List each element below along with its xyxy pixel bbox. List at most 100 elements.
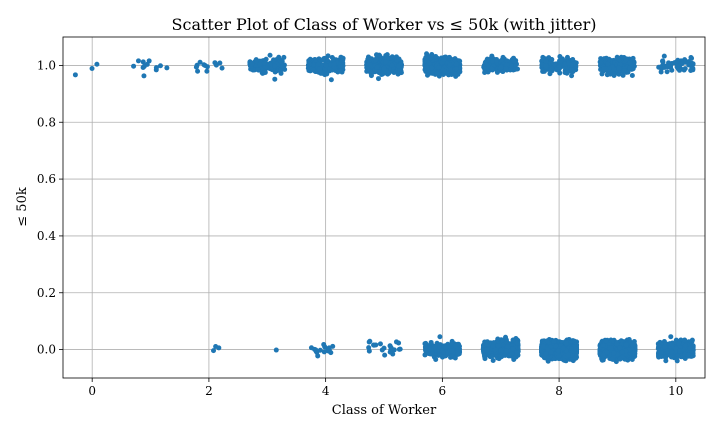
data-point bbox=[433, 356, 439, 362]
data-point bbox=[368, 73, 374, 79]
data-point bbox=[157, 63, 163, 69]
data-point bbox=[323, 63, 329, 69]
data-point bbox=[276, 54, 282, 60]
data-point bbox=[432, 344, 438, 350]
data-point bbox=[279, 64, 285, 70]
data-point bbox=[433, 53, 439, 59]
data-point bbox=[434, 71, 440, 77]
data-point bbox=[94, 61, 100, 67]
data-point bbox=[366, 348, 372, 354]
data-point bbox=[272, 63, 278, 69]
data-point bbox=[255, 67, 261, 73]
data-point bbox=[338, 64, 344, 70]
data-point bbox=[498, 348, 504, 354]
data-point bbox=[201, 62, 207, 68]
data-point bbox=[508, 63, 514, 69]
data-point bbox=[140, 59, 146, 65]
data-point bbox=[281, 54, 287, 60]
data-point bbox=[483, 341, 489, 347]
data-point bbox=[307, 61, 313, 67]
data-point bbox=[204, 68, 210, 74]
data-point bbox=[453, 61, 459, 67]
data-point bbox=[317, 66, 323, 72]
data-point bbox=[515, 66, 521, 72]
data-point bbox=[396, 56, 402, 62]
data-point bbox=[216, 345, 222, 351]
data-point bbox=[504, 348, 510, 354]
data-point bbox=[272, 76, 278, 82]
data-point bbox=[495, 343, 501, 349]
data-point bbox=[453, 343, 458, 349]
data-point bbox=[396, 340, 402, 346]
data-point bbox=[490, 358, 496, 364]
data-point bbox=[330, 56, 336, 62]
data-point bbox=[257, 61, 263, 67]
data-point bbox=[331, 61, 337, 67]
data-point bbox=[371, 342, 377, 348]
data-point bbox=[249, 61, 255, 67]
data-point bbox=[457, 69, 463, 75]
data-point bbox=[217, 60, 223, 66]
data-point bbox=[374, 64, 380, 70]
data-point bbox=[366, 61, 372, 67]
data-point bbox=[498, 64, 504, 70]
data-point bbox=[135, 58, 141, 64]
data-point bbox=[273, 347, 279, 353]
data-point bbox=[489, 66, 495, 72]
data-point bbox=[376, 76, 381, 82]
data-point bbox=[564, 70, 570, 76]
data-point bbox=[570, 57, 576, 63]
data-point bbox=[327, 66, 333, 72]
data-point bbox=[310, 67, 316, 73]
data-point bbox=[422, 344, 428, 350]
data-point bbox=[396, 63, 402, 69]
data-point bbox=[377, 341, 383, 347]
data-point bbox=[510, 346, 516, 352]
scatter-points bbox=[72, 51, 696, 365]
data-point bbox=[426, 60, 432, 66]
data-point bbox=[164, 65, 170, 71]
data-point bbox=[315, 353, 321, 359]
data-point bbox=[318, 70, 324, 76]
chart-title: Scatter Plot of Class of Worker vs ≤ 50k… bbox=[172, 15, 597, 34]
data-point bbox=[514, 350, 520, 356]
data-point bbox=[503, 334, 509, 340]
data-point bbox=[452, 355, 458, 361]
data-point bbox=[494, 69, 500, 75]
data-point bbox=[387, 349, 393, 355]
data-point bbox=[511, 58, 517, 64]
data-point bbox=[141, 73, 147, 79]
data-point bbox=[557, 54, 563, 60]
data-point bbox=[324, 71, 330, 77]
data-point bbox=[313, 347, 319, 353]
data-point bbox=[489, 353, 495, 359]
data-point bbox=[505, 344, 511, 350]
data-point bbox=[484, 347, 490, 353]
data-point bbox=[267, 52, 273, 58]
data-point bbox=[436, 65, 442, 70]
data-point bbox=[447, 61, 453, 67]
data-point bbox=[383, 59, 389, 65]
data-point bbox=[504, 62, 510, 68]
data-point bbox=[262, 69, 268, 75]
data-point bbox=[449, 348, 455, 354]
data-point bbox=[428, 339, 434, 345]
data-point bbox=[308, 345, 314, 351]
data-point bbox=[278, 59, 284, 65]
data-point bbox=[437, 334, 443, 340]
data-point bbox=[554, 67, 560, 73]
data-point bbox=[543, 59, 549, 65]
data-point bbox=[374, 52, 379, 58]
data-point bbox=[141, 63, 147, 69]
data-point bbox=[396, 346, 402, 352]
data-point bbox=[313, 57, 319, 63]
data-point bbox=[386, 70, 392, 76]
data-point bbox=[278, 70, 284, 76]
data-point bbox=[211, 348, 217, 354]
data-point bbox=[429, 65, 435, 71]
data-point bbox=[499, 57, 505, 63]
data-point bbox=[197, 59, 203, 65]
data-point bbox=[382, 352, 388, 358]
data-point bbox=[482, 69, 488, 75]
